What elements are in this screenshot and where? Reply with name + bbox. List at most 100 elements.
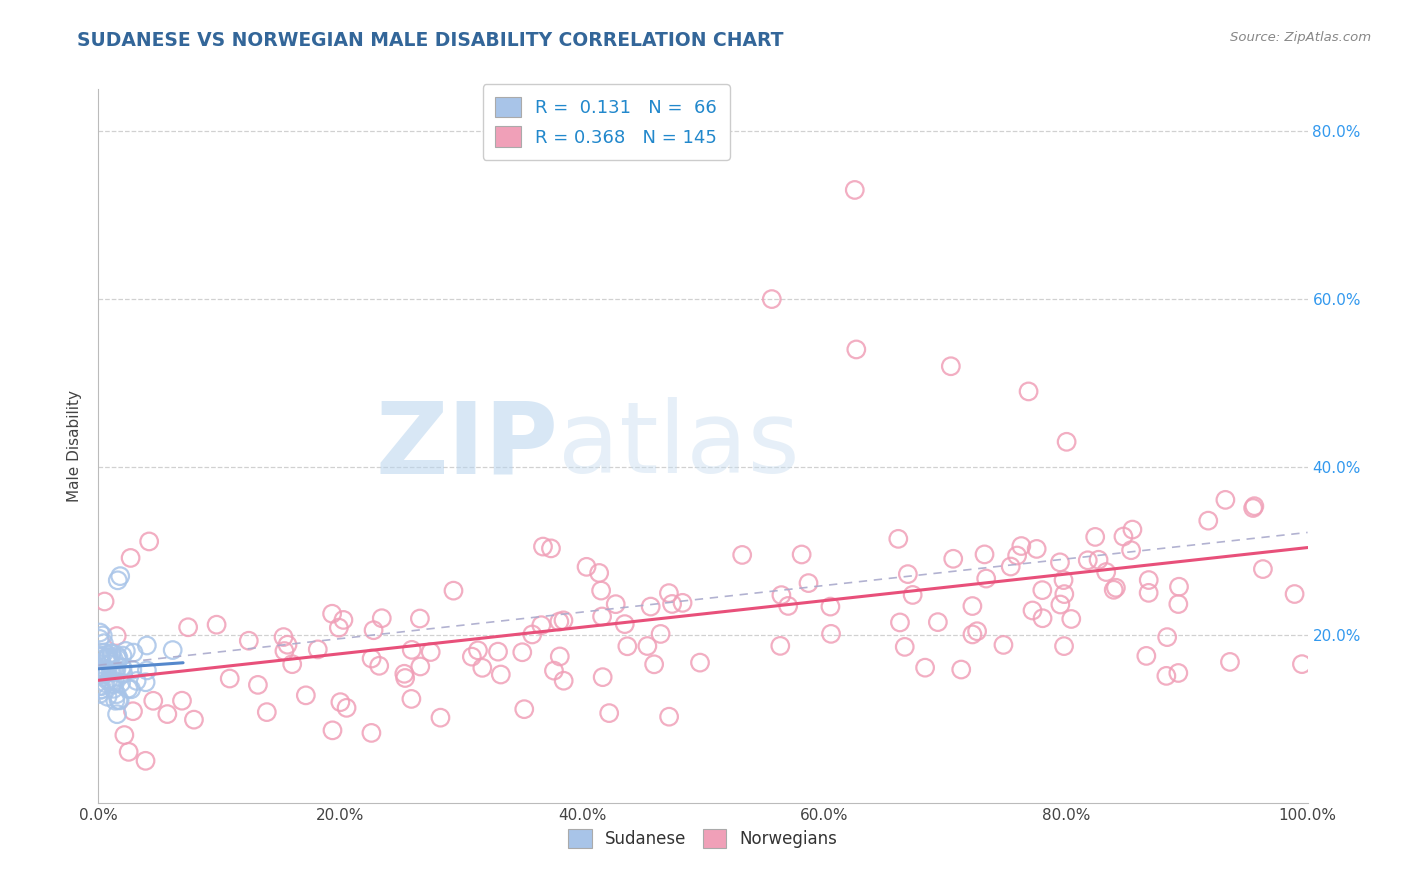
Point xyxy=(246,678,269,692)
Point xyxy=(543,664,565,678)
Point xyxy=(91,667,114,681)
Point xyxy=(90,663,112,677)
Point xyxy=(761,292,783,306)
Point xyxy=(394,671,416,685)
Point xyxy=(820,599,842,614)
Point xyxy=(650,627,672,641)
Point xyxy=(1018,384,1040,399)
Point xyxy=(962,599,984,613)
Point xyxy=(89,649,111,664)
Point xyxy=(1156,669,1178,683)
Point xyxy=(901,588,924,602)
Point xyxy=(643,657,665,672)
Point xyxy=(962,627,984,641)
Point xyxy=(1156,630,1178,644)
Point xyxy=(845,343,868,357)
Point xyxy=(893,640,915,654)
Point xyxy=(103,681,125,696)
Point xyxy=(897,567,920,582)
Point xyxy=(1095,565,1118,579)
Point xyxy=(1137,573,1160,587)
Point xyxy=(205,617,228,632)
Point xyxy=(778,599,800,613)
Point xyxy=(1137,586,1160,600)
Point xyxy=(112,728,135,742)
Point xyxy=(1056,434,1078,449)
Point xyxy=(295,689,318,703)
Point xyxy=(89,665,111,680)
Point xyxy=(1215,492,1237,507)
Point xyxy=(401,643,423,657)
Point xyxy=(616,640,638,654)
Point xyxy=(966,624,988,639)
Point xyxy=(103,665,125,679)
Point xyxy=(97,650,120,665)
Point xyxy=(135,675,157,690)
Point xyxy=(548,615,571,629)
Point xyxy=(101,665,124,680)
Point xyxy=(1060,612,1083,626)
Point xyxy=(790,548,813,562)
Point xyxy=(89,687,111,701)
Point xyxy=(120,682,142,697)
Point xyxy=(993,638,1015,652)
Point xyxy=(170,694,193,708)
Text: atlas: atlas xyxy=(558,398,800,494)
Point xyxy=(1053,639,1076,653)
Point xyxy=(93,646,115,660)
Point xyxy=(93,594,115,608)
Point xyxy=(135,754,157,768)
Legend: Sudanese, Norwegians: Sudanese, Norwegians xyxy=(562,822,844,855)
Point xyxy=(522,627,544,641)
Text: Source: ZipAtlas.com: Source: ZipAtlas.com xyxy=(1230,31,1371,45)
Point xyxy=(108,569,131,583)
Point xyxy=(658,586,681,600)
Text: SUDANESE VS NORWEGIAN MALE DISABILITY CORRELATION CHART: SUDANESE VS NORWEGIAN MALE DISABILITY CO… xyxy=(77,31,783,50)
Point xyxy=(105,648,128,663)
Point xyxy=(914,661,936,675)
Point xyxy=(1021,603,1043,617)
Point xyxy=(887,532,910,546)
Point xyxy=(107,693,129,707)
Point xyxy=(973,548,995,562)
Point xyxy=(1102,582,1125,597)
Point xyxy=(111,660,134,674)
Point xyxy=(731,548,754,562)
Point xyxy=(90,682,112,697)
Point xyxy=(1135,648,1157,663)
Point xyxy=(409,611,432,625)
Point xyxy=(531,540,554,554)
Point xyxy=(471,661,494,675)
Point xyxy=(90,682,112,697)
Point xyxy=(927,615,949,629)
Point xyxy=(530,618,553,632)
Point xyxy=(118,745,141,759)
Point xyxy=(93,665,115,679)
Point xyxy=(1121,523,1143,537)
Point xyxy=(489,667,512,681)
Point xyxy=(218,672,240,686)
Point xyxy=(467,643,489,657)
Point xyxy=(105,663,128,677)
Point xyxy=(112,666,135,681)
Point xyxy=(329,695,352,709)
Point xyxy=(1025,541,1047,556)
Point xyxy=(100,646,122,660)
Point xyxy=(591,609,613,624)
Point xyxy=(1197,514,1219,528)
Point xyxy=(89,632,111,646)
Point xyxy=(1084,530,1107,544)
Point xyxy=(90,661,112,675)
Point xyxy=(409,659,432,673)
Point xyxy=(135,664,157,678)
Point xyxy=(588,566,610,580)
Point xyxy=(125,673,148,688)
Point xyxy=(138,534,160,549)
Point xyxy=(770,588,793,602)
Point xyxy=(658,709,681,723)
Point xyxy=(1167,665,1189,680)
Point xyxy=(256,705,278,719)
Text: ZIP: ZIP xyxy=(375,398,558,494)
Point xyxy=(1291,657,1313,672)
Point xyxy=(98,654,121,668)
